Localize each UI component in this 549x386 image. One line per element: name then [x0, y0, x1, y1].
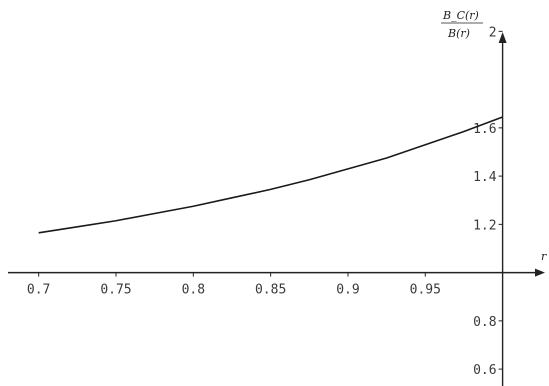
x-tick-label: 0.7	[27, 283, 50, 298]
tick-labels: 0.7 0.75 0.8 0.85 0.9 0.950.60.81.21.41.62	[27, 25, 497, 378]
x-tick-label: 0.8	[182, 283, 205, 298]
series	[38, 116, 503, 234]
x-tick-label: 0.95	[410, 283, 441, 298]
y-axis-label-denominator: B(r)	[447, 27, 470, 40]
y-axis-arrow	[498, 32, 507, 43]
x-axis-label: r	[541, 250, 547, 263]
x-tick-label: 0.75	[100, 283, 131, 298]
x-axis-arrow	[535, 268, 545, 277]
y-tick-label: 0.8	[473, 315, 496, 330]
y-tick-label: 0.6	[473, 363, 496, 378]
series-line	[38, 116, 503, 234]
y-axis-label-numerator: B_C(r)	[442, 9, 479, 22]
axes	[8, 32, 545, 386]
ticks	[38, 30, 503, 370]
y-tick-label: 1.2	[473, 218, 496, 233]
x-tick-label: 0.9	[336, 283, 359, 298]
y-tick-label: 2	[489, 25, 497, 40]
axis-labels: r B_C(r) B(r)	[441, 9, 547, 263]
y-tick-label: 1.4	[473, 170, 497, 185]
x-tick-label: 0.85	[255, 283, 286, 298]
